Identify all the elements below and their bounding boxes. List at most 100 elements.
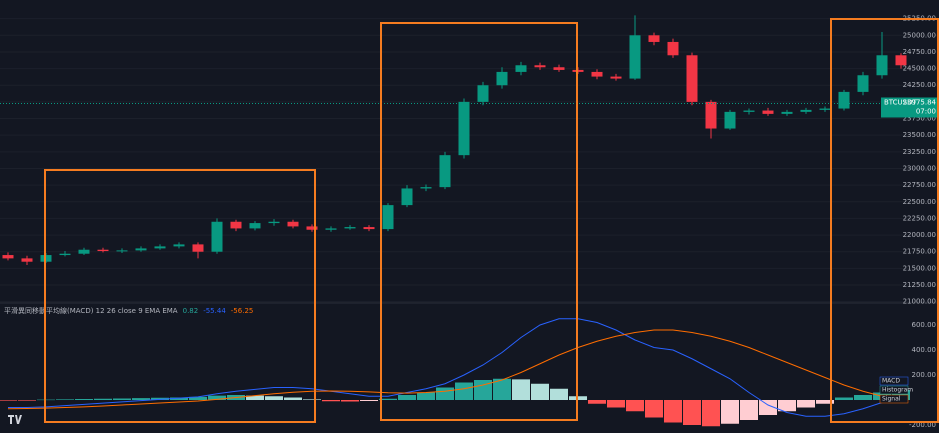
- y-tick-label: 21250.00: [903, 281, 936, 289]
- histogram-bar: [360, 400, 378, 401]
- histogram-bar: [683, 400, 701, 425]
- histogram-bar: [835, 397, 853, 400]
- symbol-label: BTCUSDT: [884, 98, 918, 106]
- candle-body: [173, 244, 185, 247]
- histogram-bar: [740, 400, 758, 420]
- y-tick-label: 24500.00: [903, 65, 936, 73]
- candle-body: [591, 71, 603, 77]
- y-tick-label: 200.00: [912, 371, 937, 379]
- legend-tag: [879, 394, 909, 404]
- legend-label: Signal: [882, 396, 901, 403]
- candle-body: [306, 226, 318, 230]
- y-tick-label: 23750.00: [903, 115, 936, 123]
- countdown-label: 07:00: [916, 107, 936, 115]
- histogram-bar: [474, 380, 492, 400]
- highlight-box: [380, 22, 578, 421]
- candle-body: [895, 55, 907, 66]
- legend-tag: [879, 385, 909, 395]
- candle-body: [211, 221, 223, 252]
- candle-body: [401, 188, 413, 206]
- histogram-bar: [246, 395, 264, 400]
- candle-body: [230, 221, 242, 229]
- candle-body: [515, 65, 527, 72]
- candle-body: [344, 227, 356, 229]
- histogram-bar: [398, 395, 416, 400]
- histogram-bar: [417, 392, 435, 400]
- candle-body: [781, 111, 793, 114]
- candle-body: [610, 76, 622, 79]
- candle-body: [686, 55, 698, 102]
- candle-body: [629, 35, 641, 79]
- macd-legend-value: -56.25: [231, 307, 254, 315]
- candle-body: [287, 221, 299, 227]
- highlight-box: [830, 18, 939, 423]
- histogram-bar: [265, 396, 283, 400]
- histogram-bar: [702, 400, 720, 427]
- histogram-bar: [18, 400, 36, 401]
- macd-title-text: 平滑異同移動平均線(MACD) 12 26 close 9 EMA EMA: [4, 306, 178, 315]
- macd-line: [8, 318, 902, 417]
- y-tick-label: 23250.00: [903, 148, 936, 156]
- candle-body: [743, 110, 755, 112]
- candle-body: [876, 55, 888, 76]
- histogram-bar: [493, 378, 511, 400]
- histogram-bar: [208, 395, 226, 400]
- candle-body: [724, 111, 736, 129]
- histogram-bar: [56, 399, 74, 400]
- candle-body: [78, 249, 90, 254]
- y-tick-label: 22250.00: [903, 214, 936, 222]
- candle-body: [838, 91, 850, 109]
- candle-body: [325, 228, 337, 230]
- highlight-box: [44, 169, 316, 423]
- y-tick-label: 21000.00: [903, 298, 936, 306]
- histogram-bar: [455, 382, 473, 400]
- histogram-bar: [94, 398, 112, 400]
- histogram-bar: [322, 400, 340, 402]
- candle-body: [420, 187, 432, 189]
- logo: [6, 412, 24, 426]
- candle-body: [59, 253, 71, 256]
- histogram-bar: [778, 400, 796, 412]
- histogram-bar: [170, 397, 188, 400]
- candle-body: [116, 250, 128, 252]
- histogram-bar: [75, 399, 93, 400]
- y-tick-label: 25000.00: [903, 31, 936, 39]
- histogram-bar: [512, 379, 530, 400]
- macd-title: 平滑異同移動平均線(MACD) 12 26 close 9 EMA EMA 0.8…: [4, 306, 253, 315]
- candle-body: [268, 221, 280, 224]
- histogram-bar: [531, 383, 549, 400]
- histogram-bar: [0, 400, 17, 401]
- candle-body: [363, 227, 375, 230]
- candle-body: [705, 101, 717, 129]
- y-tick-label: 22750.00: [903, 181, 936, 189]
- y-tick-label: 21500.00: [903, 264, 936, 272]
- legend-label: MACD: [882, 378, 900, 385]
- candle-body: [762, 110, 774, 114]
- histogram-bar: [759, 400, 777, 415]
- legend-label: Histogram: [882, 387, 913, 394]
- candle-body: [249, 223, 261, 229]
- candle-body: [534, 65, 546, 68]
- histogram-bar: [607, 400, 625, 408]
- y-tick-label: 21750.00: [903, 248, 936, 256]
- candle-body: [192, 244, 204, 252]
- histogram-bar: [797, 400, 815, 408]
- histogram-bar: [721, 400, 739, 424]
- histogram-bar: [645, 400, 663, 418]
- histogram-bar: [113, 398, 131, 400]
- histogram-bar: [588, 400, 606, 404]
- y-tick-label: 600.00: [912, 321, 937, 329]
- histogram-bar: [341, 400, 359, 402]
- histogram-bar: [379, 398, 397, 400]
- candle-body: [458, 101, 470, 156]
- candle-body: [97, 249, 109, 252]
- candle-body: [21, 258, 33, 262]
- y-tick-label: 23000.00: [903, 164, 936, 172]
- candle-body: [154, 246, 166, 249]
- y-tick-label: 23500.00: [903, 131, 936, 139]
- histogram-bar: [132, 398, 150, 400]
- macd-legend-value: -55.44: [203, 307, 226, 315]
